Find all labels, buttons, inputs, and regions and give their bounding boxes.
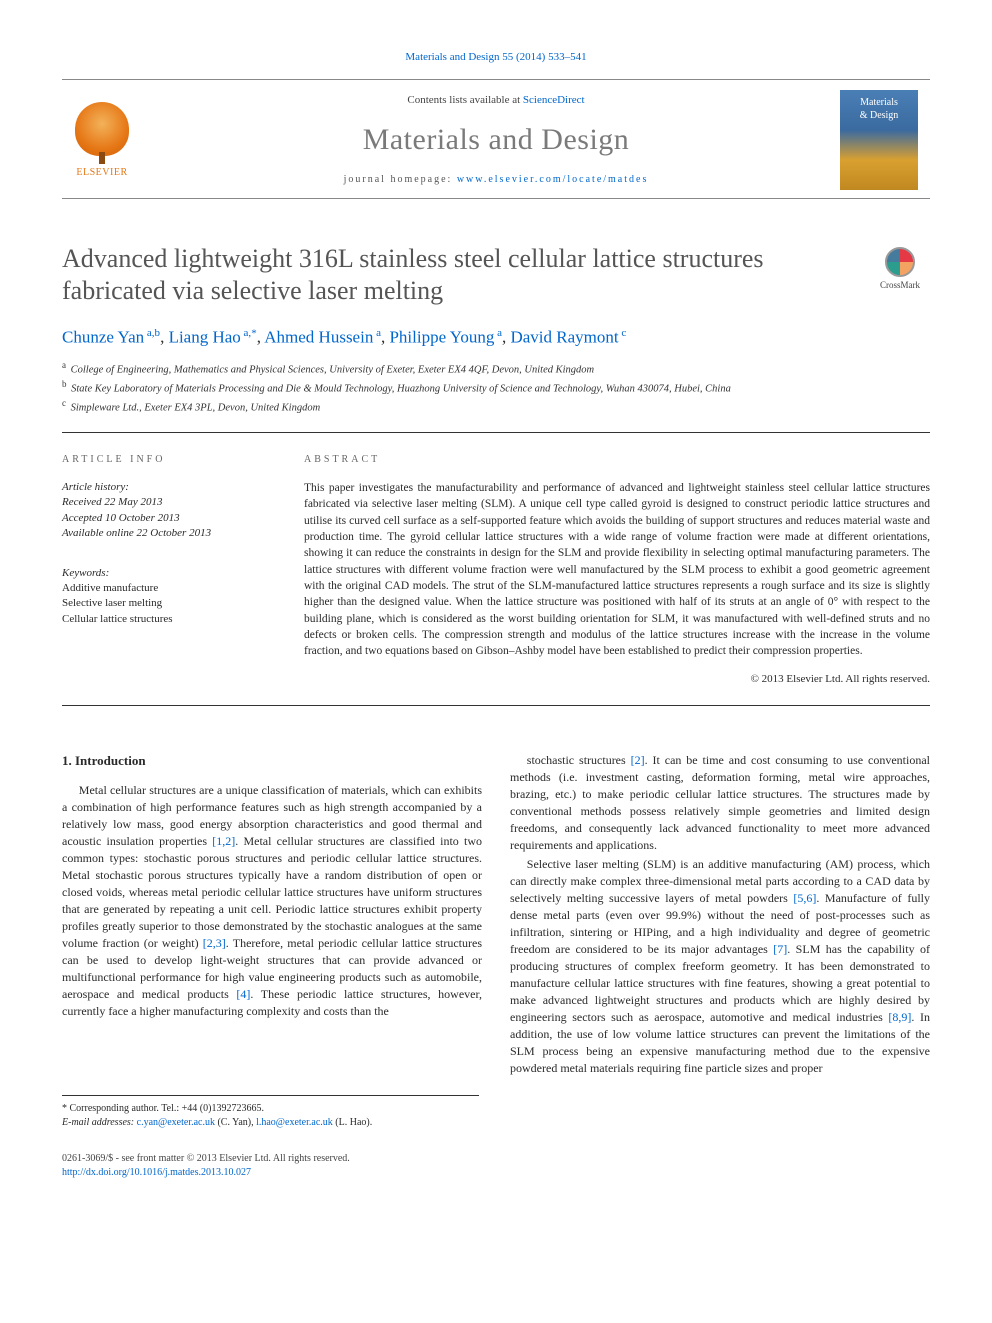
crossmark-icon — [885, 247, 915, 277]
masthead-center: Contents lists available at ScienceDirec… — [164, 93, 828, 186]
email-who: (C. Yan), — [217, 1117, 253, 1128]
article-title: Advanced lightweight 316L stainless stee… — [62, 243, 860, 308]
body-paragraph: Metal cellular structures are a unique c… — [62, 782, 482, 1020]
article-info-label: ARTICLE INFO — [62, 453, 272, 467]
body-paragraph: Selective laser melting (SLM) is an addi… — [510, 856, 930, 1077]
cover-text-1: Materials — [860, 96, 898, 110]
reference-link[interactable]: [2] — [631, 753, 645, 767]
crossmark-label: CrossMark — [880, 279, 920, 291]
contents-line: Contents lists available at ScienceDirec… — [164, 93, 828, 108]
author-link[interactable]: Philippe Young — [389, 328, 494, 347]
reference-link[interactable]: [7] — [773, 942, 787, 956]
publisher-name: ELSEVIER — [76, 166, 127, 180]
doi-link[interactable]: http://dx.doi.org/10.1016/j.matdes.2013.… — [62, 1167, 251, 1178]
citation-bar: Materials and Design 55 (2014) 533–541 — [62, 50, 930, 65]
reference-link[interactable]: [2,3] — [203, 936, 226, 950]
sciencedirect-link[interactable]: ScienceDirect — [523, 94, 585, 106]
email-footnote: E-mail addresses: c.yan@exeter.ac.uk (C.… — [62, 1116, 479, 1130]
body-column-left: 1. Introduction Metal cellular structure… — [62, 752, 482, 1078]
publisher-logo[interactable]: ELSEVIER — [62, 100, 142, 180]
reference-link[interactable]: [8,9] — [888, 1010, 911, 1024]
intro-heading: 1. Introduction — [62, 752, 482, 770]
email-who: (L. Hao). — [335, 1117, 372, 1128]
journal-name: Materials and Design — [164, 120, 828, 161]
authors-line: Chunze Yan a,b, Liang Hao a,*, Ahmed Hus… — [62, 326, 930, 350]
keyword: Additive manufacture — [62, 581, 272, 596]
affiliations: a College of Engineering, Mathematics an… — [62, 359, 930, 415]
author-aff-sup: a — [373, 327, 381, 339]
affiliation-line: b State Key Laboratory of Materials Proc… — [62, 378, 930, 397]
author-aff-sup: a — [494, 327, 502, 339]
author-link[interactable]: Ahmed Hussein — [264, 328, 373, 347]
author-link[interactable]: Chunze Yan — [62, 328, 144, 347]
affiliation-line: c Simpleware Ltd., Exeter EX4 3PL, Devon… — [62, 397, 930, 416]
footer-bar: 0261-3069/$ - see front matter © 2013 El… — [62, 1152, 930, 1179]
masthead: ELSEVIER Contents lists available at Sci… — [62, 79, 930, 199]
author-aff-sup: c — [619, 327, 627, 339]
abstract-label: ABSTRACT — [304, 453, 930, 467]
citation-link[interactable]: Materials and Design 55 (2014) 533–541 — [405, 51, 586, 63]
author-link[interactable]: David Raymont — [510, 328, 618, 347]
journal-cover-thumb[interactable]: Materials & Design — [840, 90, 918, 190]
history-online: Available online 22 October 2013 — [62, 526, 272, 541]
contents-prefix: Contents lists available at — [407, 94, 522, 106]
reference-link[interactable]: [1,2] — [212, 834, 235, 848]
homepage-prefix: journal homepage: — [344, 174, 457, 185]
email-link[interactable]: c.yan@exeter.ac.uk — [137, 1117, 215, 1128]
footnotes: * Corresponding author. Tel.: +44 (0)139… — [62, 1095, 479, 1130]
homepage-link[interactable]: www.elsevier.com/locate/matdes — [457, 174, 649, 185]
article-history: Article history: Received 22 May 2013 Ac… — [62, 480, 272, 542]
affiliation-line: a College of Engineering, Mathematics an… — [62, 359, 930, 378]
corresponding-footnote: * Corresponding author. Tel.: +44 (0)139… — [62, 1102, 479, 1116]
history-accepted: Accepted 10 October 2013 — [62, 511, 272, 526]
history-received: Received 22 May 2013 — [62, 495, 272, 510]
article-info-column: ARTICLE INFO Article history: Received 2… — [62, 453, 272, 687]
cover-text-2: & Design — [860, 109, 899, 123]
crossmark-button[interactable]: CrossMark — [870, 247, 930, 291]
keywords-block: Keywords: Additive manufacture Selective… — [62, 566, 272, 628]
reference-link[interactable]: [4] — [236, 987, 250, 1001]
author-aff-sup: a,b — [144, 327, 160, 339]
keywords-head: Keywords: — [62, 566, 272, 581]
keyword: Selective laser melting — [62, 596, 272, 611]
abstract-copyright: © 2013 Elsevier Ltd. All rights reserved… — [304, 672, 930, 687]
email-label: E-mail addresses: — [62, 1117, 134, 1128]
abstract-text: This paper investigates the manufacturab… — [304, 480, 930, 660]
homepage-line: journal homepage: www.elsevier.com/locat… — [164, 173, 828, 187]
issn-line: 0261-3069/$ - see front matter © 2013 El… — [62, 1152, 930, 1166]
abstract-column: ABSTRACT This paper investigates the man… — [304, 453, 930, 687]
author-aff-sup: a, — [241, 327, 251, 339]
history-head: Article history: — [62, 480, 272, 495]
email-link[interactable]: l.hao@exeter.ac.uk — [256, 1117, 333, 1128]
corresponding-marker[interactable]: * — [251, 328, 257, 347]
divider — [62, 432, 930, 433]
body-columns: 1. Introduction Metal cellular structure… — [62, 752, 930, 1078]
keyword: Cellular lattice structures — [62, 612, 272, 627]
body-paragraph: stochastic structures [2]. It can be tim… — [510, 752, 930, 854]
reference-link[interactable]: [5,6] — [793, 891, 816, 905]
elsevier-tree-icon — [75, 102, 129, 156]
author-link[interactable]: Liang Hao — [169, 328, 241, 347]
body-column-right: stochastic structures [2]. It can be tim… — [510, 752, 930, 1078]
